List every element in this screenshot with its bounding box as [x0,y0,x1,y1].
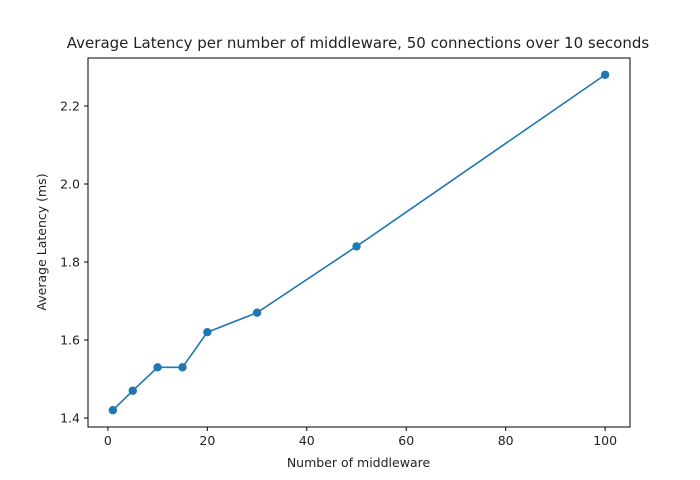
x-tick-label: 40 [299,433,315,448]
data-point [178,363,187,372]
x-axis: 0 20 40 60 80 100 [104,427,617,448]
y-tick-label: 1.4 [60,411,80,426]
y-tick-label: 1.8 [60,255,80,270]
series-line [112,74,606,411]
axes-frame [87,57,631,428]
y-tick-label: 2.0 [60,176,80,191]
data-point [352,242,361,251]
plot-area [87,57,631,428]
data-point [203,328,212,337]
data-point [252,308,262,317]
x-tick-label: 60 [398,433,414,448]
data-point [153,363,162,372]
y-tick-label: 2.2 [60,98,80,113]
x-tick-label: 20 [199,433,215,448]
x-tick-label: 100 [593,433,617,448]
x-tick-label: 0 [104,433,112,448]
y-tick-label: 1.6 [60,333,80,348]
data-point [108,406,118,415]
x-tick-label: 80 [498,433,514,448]
x-axis-label: Number of middleware [287,455,431,470]
y-axis: 1.4 1.6 1.8 2.0 2.2 [60,98,88,426]
y-axis-label: Average Latency (ms) [34,173,49,310]
data-point [600,70,610,79]
series-group [108,70,610,415]
data-point [128,386,137,395]
chart-title: Average Latency per number of middleware… [67,34,650,52]
